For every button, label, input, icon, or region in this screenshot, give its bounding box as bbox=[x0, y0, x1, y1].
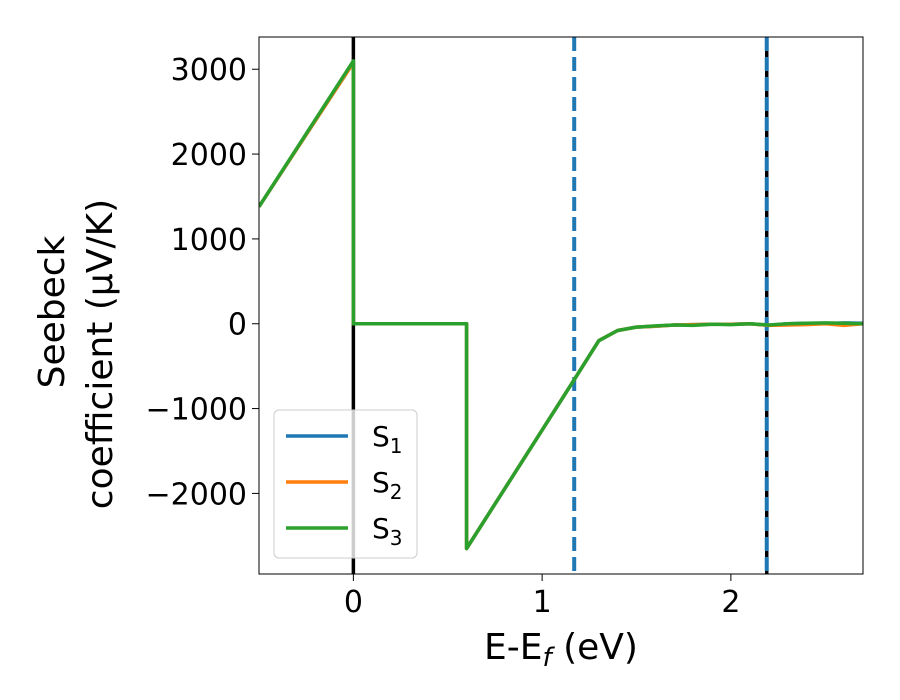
x-axis-ticks: 0 1 2 bbox=[344, 574, 740, 620]
x-axis-title-main: E-E bbox=[484, 627, 542, 668]
legend-label-3: S3 bbox=[372, 512, 403, 550]
y-tick-label: 0 bbox=[228, 308, 247, 343]
x-axis-title: E-Ef (eV) bbox=[484, 627, 638, 673]
legend-label-2: S2 bbox=[372, 466, 403, 504]
x-tick-label: 2 bbox=[721, 585, 740, 620]
y-tick-label: −1000 bbox=[146, 393, 247, 428]
y-tick-label: 2000 bbox=[171, 138, 247, 173]
legend: S1 S2 S3 bbox=[273, 409, 418, 559]
series-line-3 bbox=[259, 59, 863, 551]
series-lines bbox=[259, 59, 863, 551]
legend-frame bbox=[273, 409, 418, 559]
y-tick-label: 3000 bbox=[171, 53, 247, 88]
y-axis-title-line2: coefficient (μV/K) bbox=[80, 199, 121, 509]
plot-frame bbox=[258, 36, 864, 575]
y-tick-label: 1000 bbox=[171, 223, 247, 258]
x-tick-label: 0 bbox=[344, 585, 363, 620]
y-axis-ticks: −2000 −1000 0 1000 2000 3000 bbox=[146, 53, 259, 512]
x-tick-label: 1 bbox=[533, 585, 552, 620]
y-axis-title-line1: Seebeck bbox=[32, 235, 73, 388]
y-tick-label: −2000 bbox=[146, 477, 247, 512]
x-axis-title-unit: (eV) bbox=[552, 627, 638, 668]
legend-label-1: S1 bbox=[372, 420, 403, 458]
